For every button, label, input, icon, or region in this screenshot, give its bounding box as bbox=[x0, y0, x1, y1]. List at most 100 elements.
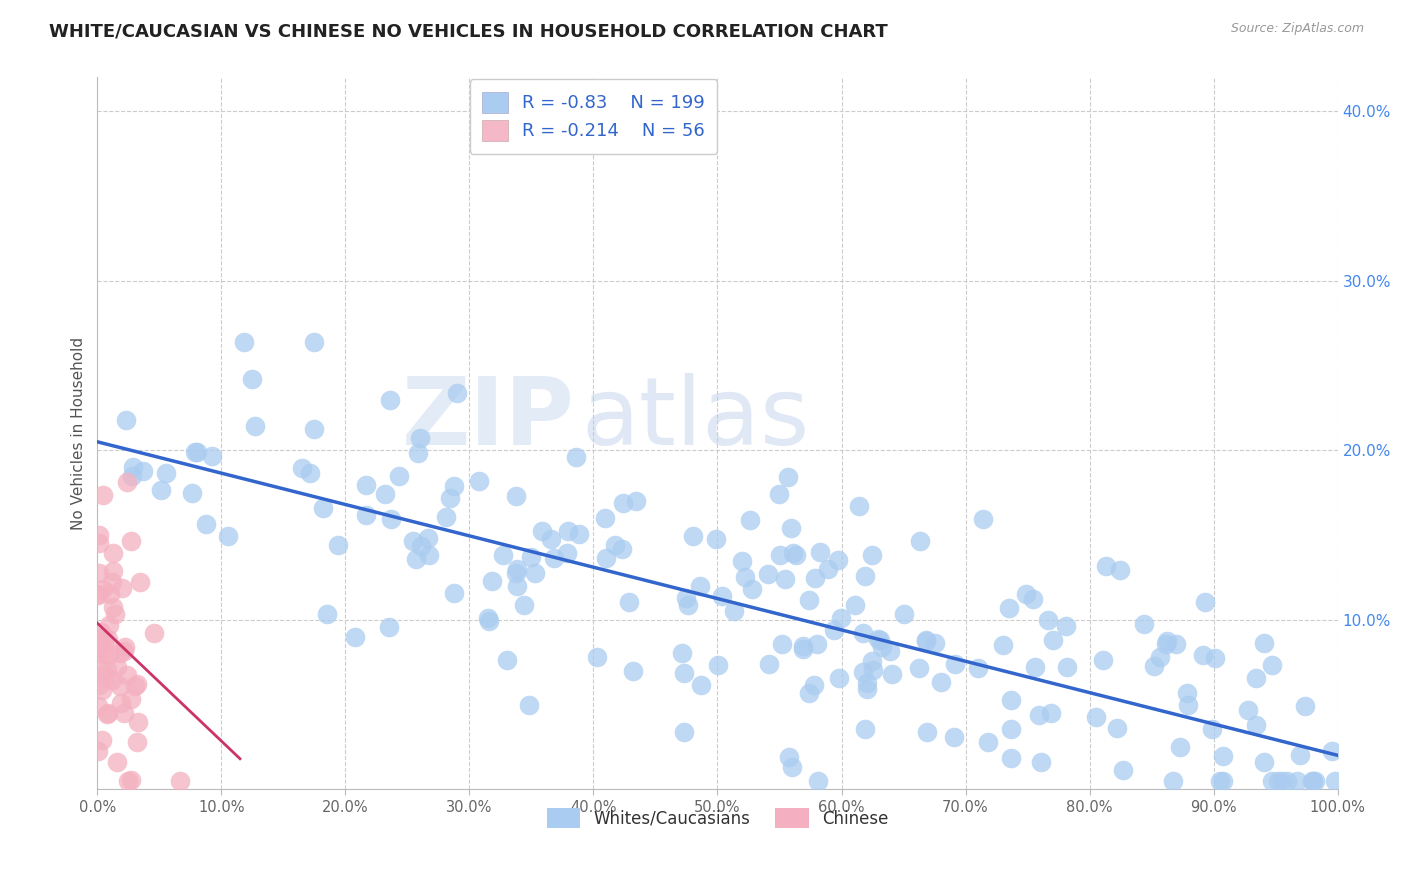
Point bbox=[931, 675, 953, 690]
Point bbox=[87, 587, 110, 601]
Point bbox=[1091, 653, 1114, 667]
Point bbox=[568, 527, 591, 541]
Point bbox=[446, 386, 468, 401]
Point bbox=[1095, 559, 1118, 574]
Point bbox=[122, 459, 145, 474]
Legend: Whites/Caucasians, Chinese: Whites/Caucasians, Chinese bbox=[540, 802, 896, 834]
Point bbox=[756, 567, 779, 582]
Point bbox=[924, 636, 946, 650]
Point bbox=[94, 669, 117, 683]
Point bbox=[87, 698, 110, 713]
Point bbox=[1042, 633, 1064, 648]
Point bbox=[870, 640, 893, 654]
Point bbox=[101, 575, 124, 590]
Point bbox=[112, 706, 135, 720]
Point bbox=[803, 677, 825, 691]
Point bbox=[557, 524, 579, 538]
Point bbox=[710, 589, 733, 603]
Point bbox=[98, 587, 121, 601]
Point bbox=[132, 464, 155, 478]
Point bbox=[782, 546, 804, 560]
Point bbox=[326, 538, 349, 552]
Point bbox=[785, 548, 807, 562]
Point bbox=[860, 654, 883, 668]
Point bbox=[773, 572, 796, 586]
Point bbox=[127, 677, 149, 691]
Point bbox=[233, 335, 256, 350]
Point bbox=[617, 595, 640, 609]
Point bbox=[142, 626, 165, 640]
Point bbox=[1204, 651, 1226, 665]
Point bbox=[1294, 699, 1316, 714]
Point bbox=[860, 548, 883, 562]
Point bbox=[1000, 693, 1022, 707]
Point bbox=[96, 663, 118, 677]
Point bbox=[110, 696, 132, 710]
Point bbox=[967, 661, 990, 675]
Point bbox=[91, 631, 114, 645]
Point bbox=[1015, 586, 1038, 600]
Point bbox=[827, 553, 849, 567]
Point bbox=[1031, 755, 1053, 769]
Point bbox=[97, 706, 120, 721]
Point bbox=[1154, 637, 1177, 651]
Point bbox=[121, 468, 143, 483]
Point bbox=[91, 647, 114, 661]
Point bbox=[621, 664, 644, 678]
Point bbox=[418, 531, 440, 545]
Point bbox=[443, 586, 465, 600]
Point bbox=[1175, 686, 1198, 700]
Point bbox=[1022, 591, 1045, 606]
Point bbox=[676, 598, 699, 612]
Point bbox=[1132, 617, 1154, 632]
Point bbox=[776, 469, 799, 483]
Point bbox=[378, 620, 401, 634]
Point bbox=[844, 598, 866, 612]
Point bbox=[823, 624, 845, 638]
Point bbox=[513, 599, 536, 613]
Point bbox=[97, 617, 120, 632]
Point bbox=[1056, 660, 1078, 674]
Point bbox=[194, 516, 217, 531]
Point bbox=[690, 678, 713, 692]
Point bbox=[418, 549, 440, 563]
Point bbox=[299, 466, 322, 480]
Point bbox=[120, 691, 142, 706]
Point bbox=[624, 493, 647, 508]
Point bbox=[127, 715, 149, 730]
Point bbox=[910, 534, 932, 549]
Point bbox=[1194, 595, 1216, 609]
Point bbox=[868, 632, 890, 646]
Point bbox=[169, 773, 191, 788]
Point bbox=[240, 372, 263, 386]
Point bbox=[943, 657, 966, 671]
Point bbox=[117, 475, 139, 489]
Point bbox=[972, 512, 994, 526]
Point bbox=[316, 607, 339, 621]
Text: Source: ZipAtlas.com: Source: ZipAtlas.com bbox=[1230, 22, 1364, 36]
Point bbox=[852, 626, 875, 640]
Point bbox=[1236, 703, 1258, 717]
Point bbox=[87, 535, 110, 549]
Point bbox=[517, 698, 540, 713]
Point bbox=[1302, 773, 1324, 788]
Point bbox=[245, 419, 267, 434]
Point bbox=[105, 659, 128, 673]
Point bbox=[86, 640, 108, 655]
Point bbox=[1267, 773, 1289, 788]
Point bbox=[869, 632, 891, 647]
Point bbox=[557, 546, 579, 560]
Point bbox=[114, 413, 136, 427]
Point bbox=[1054, 618, 1077, 632]
Point bbox=[354, 478, 377, 492]
Point bbox=[780, 759, 803, 773]
Point bbox=[97, 632, 120, 646]
Point bbox=[1177, 698, 1199, 712]
Point bbox=[112, 643, 135, 657]
Point bbox=[855, 676, 877, 690]
Point bbox=[380, 512, 402, 526]
Point bbox=[87, 588, 110, 602]
Point bbox=[110, 679, 132, 693]
Point bbox=[506, 562, 529, 576]
Point bbox=[90, 663, 112, 677]
